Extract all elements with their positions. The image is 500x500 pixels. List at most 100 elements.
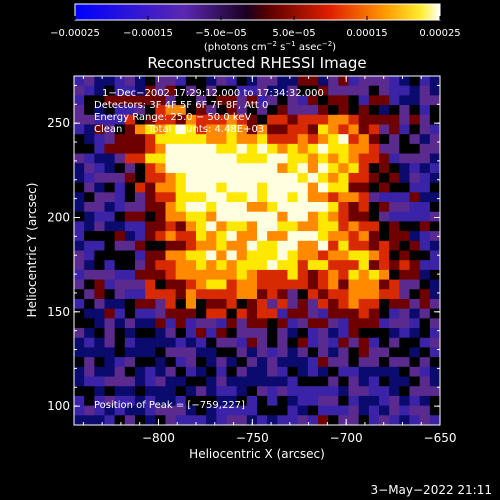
- heatmap-cell: [277, 347, 289, 358]
- heatmap-cell: [257, 182, 268, 193]
- heatmap-cell: [318, 279, 329, 290]
- heatmap-cell: [389, 395, 400, 407]
- heatmap-cell: [114, 231, 126, 242]
- heatmap-cell: [429, 318, 440, 329]
- heatmap-cell: [338, 386, 350, 397]
- heatmap-cell: [368, 279, 380, 290]
- heatmap-cell: [124, 395, 136, 407]
- heatmap-cell: [297, 192, 309, 203]
- heatmap-cell: [104, 260, 116, 271]
- heatmap-cell: [175, 395, 187, 407]
- heatmap-cell: [389, 250, 400, 261]
- heatmap-cell: [307, 366, 319, 378]
- heatmap-cell: [124, 250, 136, 261]
- heatmap-cell: [328, 298, 339, 310]
- heatmap-cell: [226, 386, 238, 397]
- annotation-peak-position: Position of Peak = [−759,227]: [94, 400, 245, 411]
- heatmap-cell: [196, 376, 207, 387]
- heatmap-cell: [429, 163, 440, 174]
- heatmap-cell: [236, 95, 248, 106]
- heatmap-cell: [267, 318, 278, 329]
- heatmap-cell: [84, 134, 95, 145]
- heatmap-cell: [307, 163, 319, 174]
- heatmap-cell: [419, 328, 431, 339]
- heatmap-cell: [84, 95, 95, 106]
- heatmap-cell: [368, 269, 380, 281]
- heatmap-cell: [318, 405, 329, 416]
- heatmap-cell: [287, 308, 299, 319]
- heatmap-cell: [429, 240, 440, 252]
- heatmap-cell: [409, 221, 421, 232]
- heatmap-cell: [196, 269, 207, 281]
- heatmap-cell: [124, 269, 136, 281]
- heatmap-cell: [114, 376, 126, 387]
- heatmap-cell: [348, 279, 360, 290]
- heatmap-cell: [84, 386, 95, 397]
- heatmap-cell: [94, 192, 106, 203]
- heatmap-cell: [175, 386, 187, 397]
- heatmap-cell: [145, 231, 156, 242]
- heatmap-cell: [368, 289, 380, 300]
- heatmap-cell: [114, 172, 126, 184]
- heatmap-cell: [328, 105, 339, 116]
- heatmap-cell: [236, 143, 248, 155]
- heatmap-cell: [287, 221, 299, 232]
- heatmap-cell: [74, 308, 85, 319]
- heatmap-cell: [196, 337, 207, 349]
- heatmap-cell: [399, 337, 411, 349]
- heatmap-cell: [104, 308, 116, 319]
- heatmap-cell: [307, 250, 319, 261]
- heatmap-cell: [368, 395, 380, 407]
- heatmap-cell: [236, 386, 248, 397]
- heatmap-cell: [94, 211, 106, 223]
- heatmap-cell: [328, 347, 339, 358]
- heatmap-cell: [267, 114, 278, 126]
- heatmap-cell: [379, 95, 390, 106]
- heatmap-cell: [267, 298, 278, 310]
- heatmap-cell: [94, 386, 106, 397]
- heatmap-cell: [429, 415, 440, 425]
- heatmap-cell: [368, 298, 380, 310]
- heatmap-cell: [74, 328, 85, 339]
- heatmap-cell: [206, 172, 217, 184]
- heatmap-cell: [379, 337, 390, 349]
- heatmap-cell: [307, 134, 319, 145]
- heatmap-cell: [348, 143, 360, 155]
- heatmap-cell: [246, 376, 258, 387]
- heatmap-cell: [287, 298, 299, 310]
- heatmap-cell: [196, 95, 207, 106]
- heatmap-cell: [74, 298, 85, 310]
- heatmap-cell: [226, 347, 238, 358]
- heatmap-cell: [348, 105, 360, 116]
- heatmap-cell: [287, 328, 299, 339]
- heatmap-cell: [297, 298, 309, 310]
- heatmap-cell: [267, 415, 278, 425]
- heatmap-cell: [135, 76, 146, 87]
- heatmap-cell: [196, 240, 207, 252]
- heatmap-cell: [307, 347, 319, 358]
- heatmap-cell: [348, 347, 360, 358]
- heatmap-cell: [318, 192, 329, 203]
- heatmap-cell: [216, 124, 228, 135]
- heatmap-cell: [297, 415, 309, 425]
- heatmap-cell: [114, 415, 126, 425]
- heatmap-cell: [409, 85, 421, 96]
- heatmap-cell: [175, 202, 187, 213]
- heatmap-cell: [338, 240, 350, 252]
- heatmap-cell: [419, 347, 431, 358]
- heatmap-cell: [175, 231, 187, 242]
- heatmap-cell: [226, 405, 238, 416]
- heatmap-cell: [165, 298, 177, 310]
- heatmap-cell: [379, 182, 390, 193]
- heatmap-cell: [348, 318, 360, 329]
- heatmap-cell: [389, 143, 400, 155]
- heatmap-cell: [318, 386, 329, 397]
- heatmap-cell: [165, 395, 177, 407]
- heatmap-cell: [419, 240, 431, 252]
- heatmap-cell: [94, 240, 106, 252]
- heatmap-cell: [236, 405, 248, 416]
- heatmap-cell: [287, 260, 299, 271]
- heatmap-cell: [74, 231, 85, 242]
- heatmap-cell: [104, 318, 116, 329]
- heatmap-cell: [165, 202, 177, 213]
